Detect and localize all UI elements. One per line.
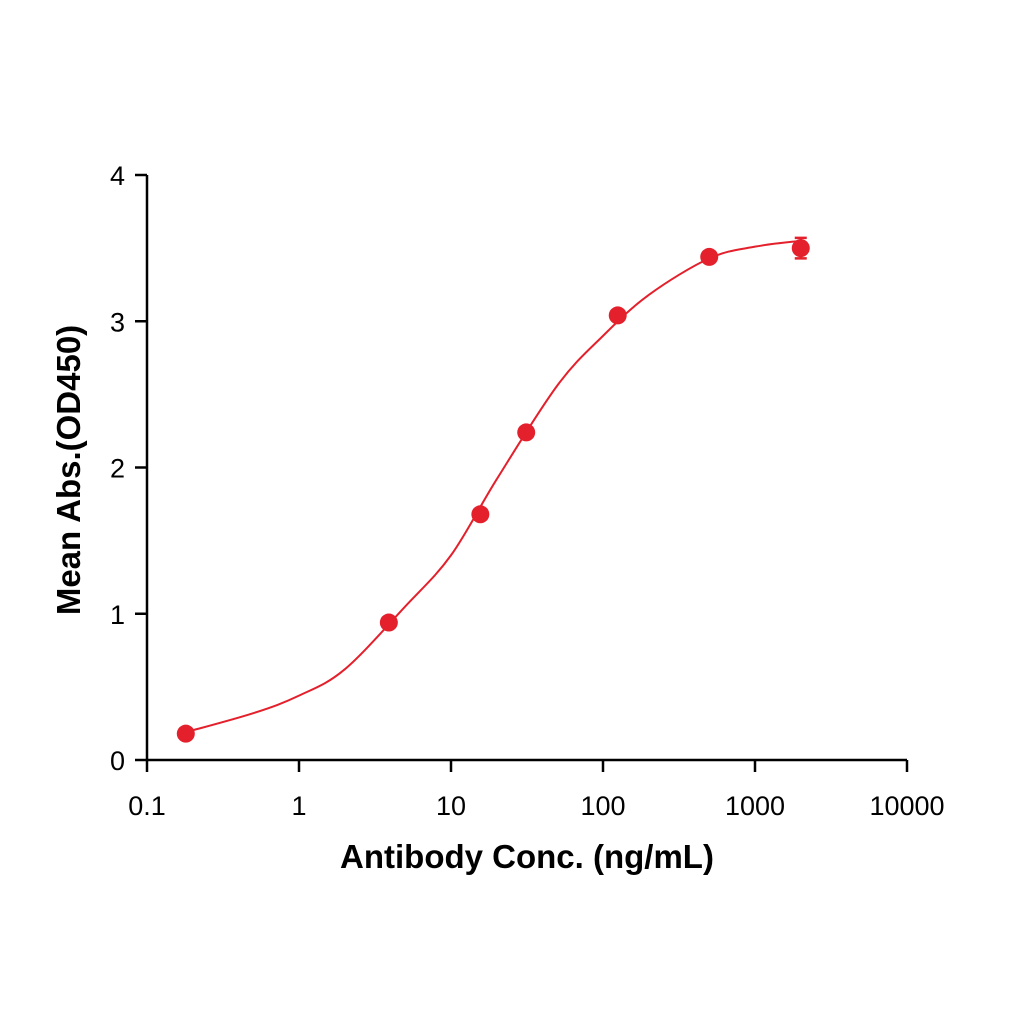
x-tick-label: 10000 [869,791,944,821]
y-tick-label: 3 [110,307,125,337]
x-tick-label: 0.1 [128,791,166,821]
y-axis-label: Mean Abs.(OD450) [50,325,87,615]
fit-curve [185,239,801,734]
data-point [608,306,627,325]
x-tick-label: 100 [580,791,625,821]
x-axis-label: Antibody Conc. (ng/mL) [340,838,714,875]
y-tick-label: 4 [110,161,125,191]
data-point [176,724,195,743]
x-tick-label: 10 [436,791,466,821]
y-tick-label: 1 [110,600,125,630]
y-tick-label: 0 [110,746,125,776]
data-point [700,247,719,266]
data-point [517,423,536,442]
x-tick-label: 1 [291,791,306,821]
y-tick-label: 2 [110,454,125,484]
data-point [471,505,490,524]
data-point [791,239,810,258]
data-point [379,613,398,632]
x-tick-label: 1000 [725,791,785,821]
